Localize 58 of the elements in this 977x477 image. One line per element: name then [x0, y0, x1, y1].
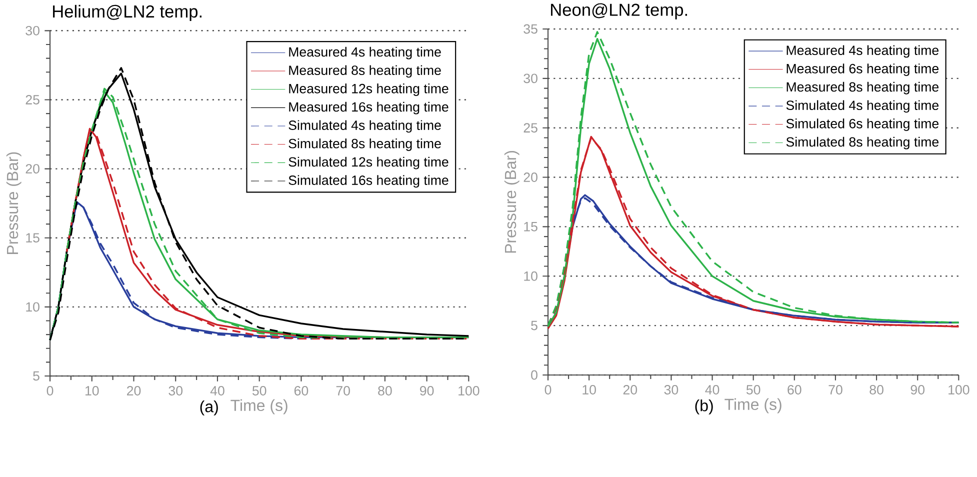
y-tick-label: 30: [524, 74, 538, 84]
y-axis-title: Pressure (Bar): [6, 152, 22, 254]
chart-title: Helium@LN2 temp.: [53, 4, 202, 22]
y-tick-label: 20: [524, 172, 538, 182]
y-tick-label: 0: [531, 370, 538, 380]
legend-label: Measured 12s heating time: [289, 84, 448, 96]
text: (a): [200, 400, 218, 416]
x-tick-label: 70: [828, 385, 842, 394]
y-tick-label: 25: [524, 123, 538, 133]
legend-label: Simulated 4s heating time: [288, 120, 441, 133]
x-tick-label: 50: [746, 385, 760, 394]
x-tick-label: 50: [252, 386, 266, 396]
x-tick-label: 60: [788, 385, 802, 394]
x-tick-label: 40: [210, 386, 224, 396]
x-tick-label: 40: [705, 385, 720, 394]
x-tick-label: 80: [870, 385, 884, 394]
y-tick-label: 15: [524, 222, 538, 232]
x-tick-label: 100: [948, 385, 970, 394]
legend-label: Measured 16s heating time: [289, 102, 448, 114]
x-tick-label: 20: [623, 385, 638, 394]
y-tick-label: 5: [33, 371, 40, 381]
legend-label: Simulated 4s heating time: [786, 100, 939, 113]
x-tick-label: 70: [336, 386, 350, 396]
y-tick-label: 10: [524, 271, 538, 281]
legend-label: Simulated 8s heating time: [786, 136, 939, 150]
legend-label: Measured 4s heating time: [786, 45, 939, 58]
legend-label: Simulated 12s heating time: [288, 156, 448, 170]
text: (b): [695, 400, 713, 414]
legend-label: Simulated 8s heating time: [288, 138, 441, 151]
y-tick-label: 15: [26, 233, 40, 243]
x-tick-label: 90: [420, 386, 434, 396]
legend-label: Simulated 16s heating time: [288, 175, 448, 188]
x-tick-label: 30: [664, 385, 678, 394]
y-axis-title: Pressure (Bar): [504, 151, 520, 253]
chart-title: Neon@LN2 temp.: [551, 3, 687, 20]
y-tick-label: 5: [531, 320, 538, 330]
x-tick-label: 80: [378, 386, 392, 396]
y-tick-label: 30: [26, 26, 40, 36]
x-tick-label: 90: [910, 385, 924, 394]
x-tick-label: 0: [544, 385, 552, 394]
y-tick-label: 35: [524, 24, 538, 34]
legend-label: Measured 8s heating time: [786, 82, 939, 94]
legend-label: Measured 8s heating time: [289, 65, 441, 78]
x-tick-label: 60: [294, 386, 308, 396]
x-axis-title: Time (s): [724, 398, 782, 414]
x-tick-label: 0: [46, 386, 54, 396]
y-tick-label: 25: [26, 95, 40, 104]
x-tick-label: 30: [168, 386, 183, 396]
legend-label: Simulated 6s heating time: [786, 118, 939, 131]
x-tick-label: 10: [582, 385, 596, 394]
y-tick-label: 20: [26, 164, 40, 174]
y-tick-label: 10: [26, 302, 40, 312]
x-tick-label: 20: [127, 386, 141, 396]
x-axis-title: Time (s): [230, 399, 288, 414]
legend-label: Measured 6s heating time: [786, 64, 939, 76]
legend-label: Measured 4s heating time: [289, 46, 441, 60]
x-tick-label: 10: [85, 386, 99, 396]
x-tick-label: 100: [458, 386, 480, 396]
